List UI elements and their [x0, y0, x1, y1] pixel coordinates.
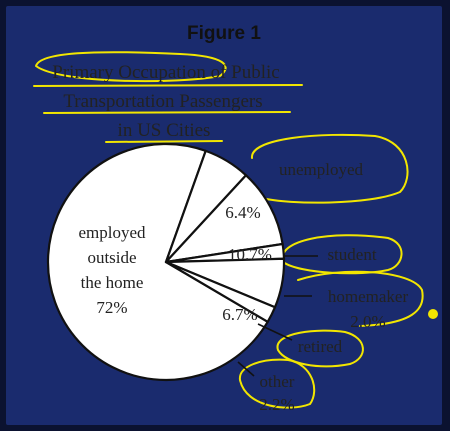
leader-retired: [257, 323, 293, 341]
slice-value-other: 2.2%: [259, 395, 294, 414]
slice-label-retired: retired: [298, 337, 343, 356]
leader-other: [237, 361, 255, 377]
highlighter-dot: [428, 309, 438, 319]
slice-label-homemaker: homemaker: [328, 287, 409, 306]
slice-value-student: 10.7%: [228, 245, 272, 264]
figure-label: Figure 1: [187, 23, 261, 44]
pie-slice-other: [164, 260, 277, 323]
slice-value-unemployed: 6.4%: [225, 203, 260, 222]
pie-slice-employed-outside-the-home: [46, 142, 269, 382]
chart-title-line-3: in US Cities: [118, 120, 211, 141]
chart-title-line-1: Primary Occupation of Public: [52, 62, 279, 83]
slice-label-student: student: [327, 245, 376, 264]
pie-slice-student: [164, 174, 284, 264]
chart-title-line-2: Transportation Passengers: [63, 91, 262, 112]
slice-label-unemployed: unemployed: [279, 160, 364, 179]
pie-group: [46, 142, 286, 382]
slice-label-employed-line-1: employed: [78, 223, 146, 242]
slice-value-retired: 6.7%: [222, 305, 257, 324]
chart-title: Primary Occupation of Public Transportat…: [52, 62, 279, 141]
slice-label-employed-line-3: the home: [81, 273, 144, 292]
slice-value-homemaker: 2.0%: [350, 312, 385, 331]
slice-value-employed: 72%: [96, 298, 127, 317]
slice-label-employed-line-2: outside: [87, 248, 136, 267]
slice-label-other: other: [260, 372, 295, 391]
pie-labels: employed outside the home 72% unemployed 6.4%…: [78, 160, 408, 414]
